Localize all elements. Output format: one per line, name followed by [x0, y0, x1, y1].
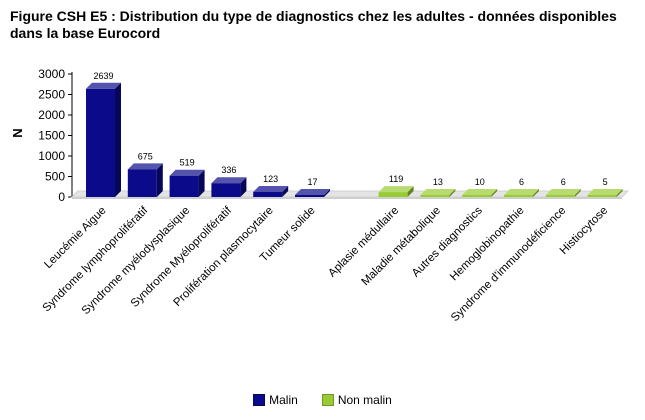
y-axis: 0 500 1000 1500 2000 2500 3000 — [38, 67, 73, 204]
bar-side — [115, 82, 121, 197]
bar-side — [156, 163, 163, 197]
bar-top — [504, 189, 539, 195]
bar-side — [407, 186, 414, 197]
bar[interactable] — [545, 195, 575, 197]
bar-top — [295, 189, 330, 195]
category-label: Maladie métabolique — [359, 205, 443, 289]
bar[interactable] — [127, 169, 157, 197]
legend-item-non-malin[interactable]: Non malin — [321, 393, 392, 407]
bar-side — [491, 189, 498, 197]
bar[interactable] — [253, 191, 283, 197]
bar-top — [211, 177, 247, 184]
bar-side — [324, 189, 330, 197]
category-label: Hemoglobinopathie — [448, 205, 527, 284]
y-tick-label: 1000 — [38, 149, 65, 163]
data-labels: 2639 675 519 336 123 17 119 13 10 6 6 5 — [93, 71, 607, 187]
bar[interactable] — [504, 195, 533, 197]
bar[interactable] — [295, 195, 324, 197]
bar-side — [282, 185, 289, 197]
legend: Malin Non malin — [0, 393, 645, 407]
bar-side — [449, 189, 456, 197]
bar-side — [240, 177, 247, 197]
bar-side — [574, 189, 581, 197]
bar-top — [86, 82, 121, 89]
bar[interactable] — [587, 195, 617, 197]
y-tick-label: 2500 — [38, 88, 65, 102]
bar-top — [253, 185, 289, 192]
chart-title: Figure CSH E5 : Distribution du type de … — [10, 8, 617, 41]
bar-side — [533, 189, 539, 197]
data-label: 336 — [221, 165, 236, 175]
bar-side — [616, 189, 623, 197]
legend-item-malin[interactable]: Malin — [253, 393, 298, 407]
bar-top — [545, 189, 581, 195]
bar-top — [462, 189, 498, 195]
y-axis-label: N — [10, 128, 25, 137]
bar[interactable] — [169, 175, 199, 197]
category-label: Autres diagnostics — [410, 204, 485, 279]
y-tick-label: 500 — [45, 170, 65, 184]
data-label: 6 — [519, 177, 524, 187]
data-label: 2639 — [93, 71, 113, 81]
data-label: 10 — [475, 177, 485, 187]
data-label: 519 — [180, 158, 195, 168]
legend-label-malin: Malin — [269, 393, 298, 407]
legend-swatch-non-malin — [321, 394, 334, 406]
bar-top — [378, 186, 414, 193]
category-label: Aplasie médullaire — [326, 205, 401, 280]
y-tick-label: 3000 — [38, 67, 65, 81]
data-label: 675 — [138, 151, 153, 161]
legend-swatch-malin — [253, 394, 266, 406]
data-label: 5 — [603, 177, 608, 187]
data-label: 6 — [561, 177, 566, 187]
y-tick-label: 0 — [58, 190, 65, 204]
data-label: 13 — [433, 177, 443, 187]
legend-label-non-malin: Non malin — [337, 393, 392, 407]
bar-top — [169, 169, 205, 176]
bar[interactable] — [378, 192, 408, 197]
bar[interactable] — [211, 183, 241, 197]
data-label: 17 — [307, 177, 317, 187]
bar-chart: 0 500 1000 1500 2000 2500 3000 2639 675 519 336 12… — [10, 67, 630, 324]
bar-top — [420, 189, 456, 195]
data-label: 123 — [263, 174, 278, 184]
bar-top — [127, 163, 163, 170]
bar[interactable] — [86, 88, 115, 197]
bar-top — [587, 189, 623, 195]
bars — [86, 82, 623, 197]
y-tick-label: 1500 — [38, 129, 65, 143]
bar-side — [198, 169, 205, 197]
bar[interactable] — [420, 195, 450, 197]
data-label: 119 — [389, 174, 403, 184]
bar[interactable] — [462, 195, 492, 197]
floor-edge — [72, 197, 622, 199]
y-tick-label: 2000 — [38, 108, 65, 122]
